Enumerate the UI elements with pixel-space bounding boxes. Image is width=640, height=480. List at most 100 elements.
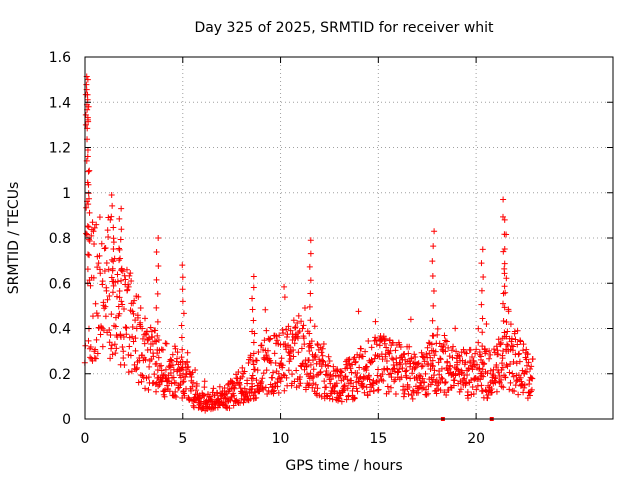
data-point — [338, 398, 345, 405]
chart-title: Day 325 of 2025, SRMTID for receiver whi… — [194, 20, 494, 36]
data-point — [108, 345, 115, 352]
data-point — [503, 275, 510, 282]
data-point — [379, 371, 386, 378]
data-point — [269, 374, 276, 381]
data-point — [434, 325, 441, 332]
data-point — [529, 375, 536, 382]
data-point — [365, 372, 372, 379]
data-point — [497, 339, 504, 346]
data-point — [434, 331, 441, 338]
data-point — [284, 331, 291, 338]
data-point — [310, 366, 317, 373]
data-point — [323, 384, 330, 391]
data-point — [366, 376, 373, 383]
data-point — [106, 327, 113, 334]
data-point — [154, 318, 161, 325]
data-point — [364, 392, 371, 399]
data-point — [290, 317, 297, 324]
data-point — [355, 308, 362, 315]
data-point — [101, 245, 108, 252]
data-point — [403, 367, 410, 374]
data-point — [263, 327, 270, 334]
data-point — [292, 324, 299, 331]
data-point — [429, 362, 436, 369]
data-point — [354, 388, 361, 395]
data-point — [291, 378, 298, 385]
data-point — [273, 333, 280, 340]
data-point — [421, 379, 428, 386]
data-point — [493, 343, 500, 350]
data-point — [173, 393, 180, 400]
data-point — [178, 354, 185, 361]
data-point — [374, 372, 381, 379]
data-point — [500, 196, 507, 203]
x-tick-label: 0 — [81, 431, 90, 447]
data-point — [130, 338, 137, 345]
data-point — [196, 401, 203, 408]
data-point — [499, 364, 506, 371]
data-point — [500, 384, 507, 391]
data-point — [509, 370, 516, 377]
data-point — [93, 310, 100, 317]
data-point — [113, 345, 120, 352]
data-point — [94, 312, 101, 319]
data-point — [336, 395, 343, 402]
data-point — [118, 298, 125, 305]
data-point — [387, 347, 394, 354]
data-point — [306, 330, 313, 337]
data-point — [470, 391, 477, 398]
data-point — [529, 356, 536, 362]
data-point — [143, 331, 150, 338]
data-point — [158, 367, 165, 374]
data-point — [278, 355, 285, 362]
data-point — [321, 378, 328, 385]
data-point — [172, 345, 179, 352]
data-point — [452, 370, 459, 377]
data-point — [396, 366, 403, 373]
data-point — [270, 390, 277, 397]
data-point — [501, 260, 508, 267]
data-point — [349, 361, 356, 368]
data-point — [349, 387, 356, 394]
data-point — [91, 224, 98, 231]
data-point — [248, 386, 255, 393]
data-point — [118, 277, 125, 284]
data-point — [281, 294, 288, 301]
data-point — [172, 388, 179, 395]
data-point — [343, 396, 350, 403]
data-point — [262, 384, 269, 391]
data-point — [307, 317, 314, 324]
data-point — [416, 382, 423, 389]
data-point — [124, 286, 131, 293]
data-point — [86, 209, 93, 216]
data-point — [307, 250, 314, 257]
data-point — [370, 377, 377, 384]
data-point — [84, 153, 91, 160]
data-point — [338, 369, 345, 376]
data-point — [247, 352, 254, 359]
data-point — [392, 391, 399, 398]
x-tick-label: 20 — [467, 431, 485, 447]
data-point — [478, 260, 485, 267]
data-point — [301, 341, 308, 348]
data-point — [106, 339, 113, 346]
data-point — [83, 204, 90, 211]
data-point — [409, 387, 416, 394]
data-point — [305, 382, 312, 389]
data-point — [366, 388, 373, 395]
data-point — [115, 303, 122, 310]
data-point — [96, 252, 103, 259]
data-point — [98, 324, 105, 331]
data-point — [344, 385, 351, 392]
data-point — [162, 366, 169, 373]
data-point — [525, 359, 532, 366]
data-point — [492, 374, 499, 381]
data-point — [83, 230, 90, 237]
data-point — [523, 346, 530, 353]
data-point — [354, 369, 361, 376]
data-point — [132, 347, 139, 354]
data-point — [103, 260, 110, 267]
data-point — [133, 325, 140, 332]
data-point — [325, 353, 332, 360]
data-point — [153, 248, 160, 255]
